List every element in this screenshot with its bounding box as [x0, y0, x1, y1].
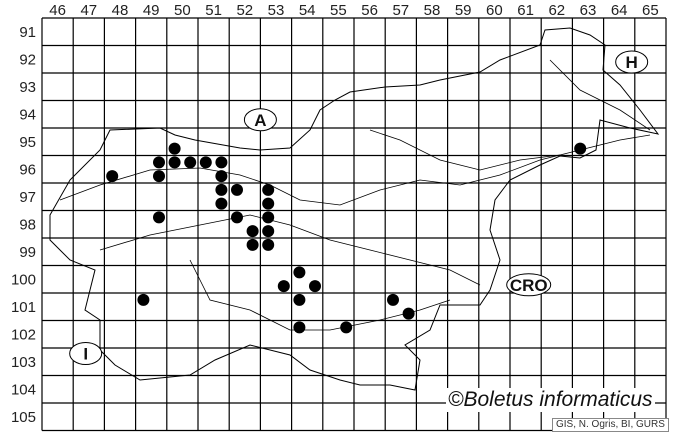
country-label: I — [83, 345, 88, 364]
row-label: 103 — [11, 354, 36, 371]
column-label: 54 — [299, 2, 316, 19]
country-label: A — [254, 111, 266, 130]
row-label: 96 — [19, 161, 36, 178]
record-dot — [153, 211, 165, 224]
country-label-ellipse — [69, 342, 103, 365]
column-label: 62 — [548, 2, 565, 19]
record-dot — [402, 307, 415, 320]
record-dot — [153, 170, 165, 183]
record-dot — [215, 170, 228, 183]
column-label: 65 — [642, 2, 659, 19]
country-label: H — [626, 53, 638, 72]
river — [99, 214, 481, 286]
row-label: 102 — [11, 326, 36, 343]
record-dot — [153, 156, 165, 169]
river — [59, 134, 651, 206]
record-dot — [262, 238, 275, 251]
record-dot — [184, 156, 197, 169]
record-dot — [168, 156, 181, 169]
country-label-ellipse — [243, 108, 277, 132]
row-label: 100 — [11, 271, 36, 288]
column-label: 63 — [580, 2, 597, 19]
record-dot — [262, 211, 275, 224]
column-label: 59 — [455, 2, 472, 19]
record-dot — [215, 197, 228, 210]
row-label: 92 — [19, 51, 36, 68]
column-label: 48 — [112, 2, 129, 19]
record-dot — [387, 293, 399, 306]
column-label: 50 — [174, 2, 191, 19]
column-label: 47 — [80, 2, 97, 19]
row-labels: 91 92 93 94 95 96 97 98 99 100 101 102 103 104 105 — [11, 24, 36, 426]
column-label: 61 — [517, 2, 534, 19]
column-label: 58 — [424, 2, 441, 19]
column-label: 53 — [268, 2, 285, 19]
column-labels: 46 47 48 49 50 51 52 53 54 55 56 57 58 59 60 61 62 63 64 65 — [49, 2, 658, 19]
record-dot — [106, 170, 119, 183]
country-label-ellipse — [506, 273, 552, 297]
row-label: 98 — [19, 216, 36, 233]
country-labels: A H CRO I — [69, 50, 649, 365]
record-dot — [262, 183, 275, 196]
row-label: 104 — [11, 381, 36, 398]
row-label: 101 — [11, 299, 36, 316]
row-label: 99 — [19, 244, 36, 261]
record-dot — [309, 280, 321, 293]
column-label: 46 — [49, 2, 66, 19]
country-label-ellipse — [615, 50, 649, 74]
record-dot — [262, 225, 275, 238]
record-dot — [277, 280, 290, 293]
grid-lines — [41, 17, 667, 432]
row-label: 97 — [19, 189, 36, 206]
record-dot — [215, 183, 228, 196]
column-label: 57 — [392, 2, 409, 19]
column-label: 64 — [611, 2, 628, 19]
record-dot — [293, 321, 306, 334]
record-dot — [231, 211, 243, 224]
row-label: 95 — [19, 134, 36, 151]
record-dot — [215, 156, 228, 169]
row-label: 91 — [19, 24, 36, 41]
record-dots — [106, 142, 587, 334]
column-label: 51 — [205, 2, 222, 19]
column-label: 56 — [361, 2, 378, 19]
column-label: 52 — [236, 2, 253, 19]
record-dot — [262, 197, 275, 210]
column-label: 60 — [486, 2, 503, 19]
credit-title: ©Boletus informaticus — [446, 388, 655, 412]
river — [369, 129, 561, 171]
record-dot — [293, 293, 306, 306]
row-label: 105 — [11, 409, 36, 426]
record-dot — [574, 142, 587, 155]
record-dot — [246, 238, 259, 251]
record-dot — [137, 293, 150, 306]
country-label: CRO — [510, 276, 548, 295]
column-label: 55 — [330, 2, 347, 19]
record-dot — [293, 266, 306, 279]
record-dot — [168, 142, 181, 155]
row-label: 94 — [19, 106, 36, 123]
record-dot — [246, 225, 259, 238]
record-dot — [199, 156, 212, 169]
row-label: 93 — [19, 79, 36, 96]
record-dot — [340, 321, 353, 334]
credit-source: GIS, N. Ogris, BI, GURS — [552, 418, 669, 432]
record-dot — [231, 183, 243, 196]
column-label: 49 — [143, 2, 160, 19]
